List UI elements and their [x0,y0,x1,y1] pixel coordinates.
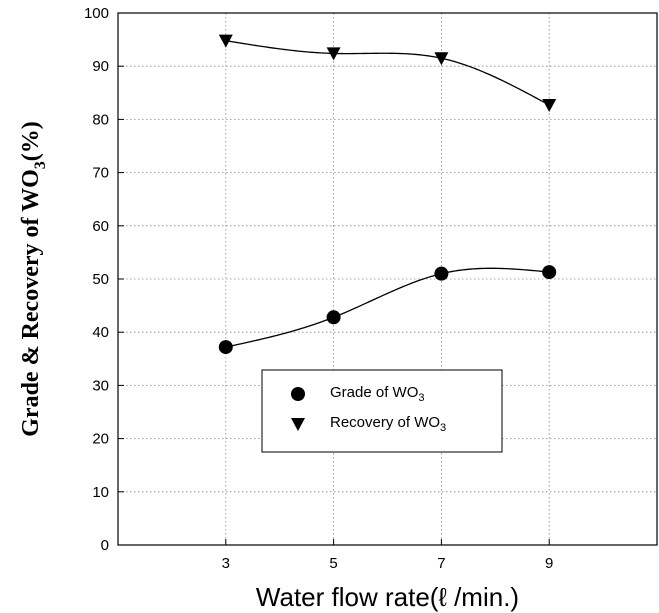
y-axis-label: Grade & Recovery of WO3(%) [18,121,49,436]
markers [218,34,557,355]
legend-marker-recovery [291,418,305,431]
series-line-0 [225,267,550,348]
series-line-1 [225,40,550,106]
grid [118,13,657,545]
data-point-recovery [542,99,557,113]
data-point-recovery [326,47,341,61]
plot-frame [117,12,658,546]
data-point-grade [218,340,233,355]
y-axis-label-sub: 3 [32,161,49,169]
y-tick-label: 80 [92,111,109,128]
y-axis-label-main: Grade & Recovery of WO [18,169,44,436]
x-tick-label: 5 [329,555,337,572]
x-tick-label: 3 [222,555,230,572]
legend-label-recovery: Recovery of WO3 [330,414,446,434]
y-axis-ticks: 0 10 20 30 40 50 60 70 80 90 100 [84,5,124,554]
x-axis-label: Water flow rate(ℓ /min.) [256,582,519,612]
x-axis-ticks: 3 5 7 9 [222,539,553,572]
y-tick-label: 60 [92,218,109,235]
y-tick-label: 70 [92,165,109,182]
legend-box [261,369,503,453]
y-tick-label: 0 [101,537,109,554]
y-tick-label: 40 [92,324,109,341]
curves [225,40,550,348]
x-tick-label: 9 [545,555,553,572]
data-point-grade [542,265,557,280]
y-axis-label-suffix: (%) [18,121,44,161]
data-point-grade [326,310,341,325]
y-tick-label: 10 [92,484,109,501]
x-tick-label: 7 [437,555,445,572]
data-point-recovery [218,34,233,48]
y-tick-label: 30 [92,377,109,394]
y-tick-label: 100 [84,5,109,22]
data-point-grade [434,266,449,281]
data-point-recovery [434,52,449,66]
y-tick-label: 90 [92,58,109,75]
y-tick-label: 20 [92,431,109,448]
legend-label-grade: Grade of WO3 [330,384,424,404]
y-tick-label: 50 [92,271,109,288]
legend-marker-grade [291,387,305,401]
legend: Grade of WO3 Recovery of WO3 [261,369,503,453]
